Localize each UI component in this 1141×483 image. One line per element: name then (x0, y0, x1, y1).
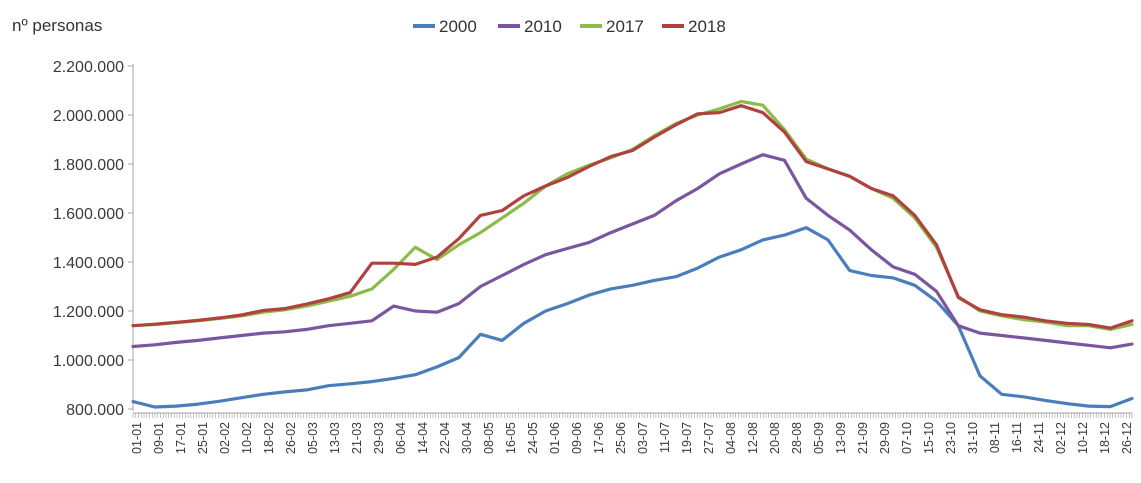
legend-item-2018: 2018 (662, 17, 726, 36)
x-tick-label: 28-08 (790, 422, 804, 454)
y-tick-label: 2.200.000 (53, 59, 124, 76)
x-tick-label: 26-02 (284, 422, 298, 454)
series-line-2010 (131, 153, 1134, 350)
legend-item-2000: 2000 (413, 17, 477, 36)
x-tick-label: 22-04 (438, 422, 452, 454)
legend-label: 2017 (606, 17, 644, 36)
x-tick-label: 26-12 (1120, 422, 1134, 454)
x-tick-label: 31-10 (966, 422, 980, 454)
x-tick-label: 24-11 (1032, 422, 1046, 453)
x-tick-label: 05-03 (306, 422, 320, 454)
legend-label: 2018 (688, 17, 726, 36)
y-tick-label: 1.800.000 (53, 157, 124, 174)
legend-label: 2010 (524, 17, 562, 36)
x-tick-label: 08-05 (482, 422, 496, 454)
x-tick-label: 02-12 (1054, 422, 1068, 454)
x-tick-label: 05-09 (812, 422, 826, 454)
x-tick-label: 12-08 (746, 422, 760, 454)
x-tick-label: 25-06 (614, 422, 628, 454)
x-tick-label: 30-04 (460, 422, 474, 454)
series-line-2017 (131, 99, 1134, 331)
x-tick-label: 19-07 (680, 422, 694, 454)
x-tick-label: 07-10 (900, 422, 914, 454)
x-tick-label: 17-06 (592, 422, 606, 454)
y-axis-title: nº personas (12, 16, 102, 35)
x-tick-label: 13-09 (834, 422, 848, 454)
x-tick-label: 18-02 (262, 422, 276, 454)
x-tick-label: 01-06 (548, 422, 562, 454)
y-tick-label: 800.000 (66, 402, 124, 419)
x-tick-label: 03-07 (636, 422, 650, 454)
x-tick-label: 27-07 (702, 422, 716, 454)
legend-label: 2000 (439, 17, 477, 36)
x-tick-label: 15-10 (922, 422, 936, 454)
x-tick-label: 02-02 (218, 422, 232, 454)
x-tick-label: 24-05 (526, 422, 540, 454)
y-tick-label: 1.600.000 (53, 206, 124, 223)
x-tick-label: 20-08 (768, 422, 782, 454)
x-tick-label: 21-03 (350, 422, 364, 454)
x-tick-label: 10-02 (240, 422, 254, 454)
x-tick-label: 25-01 (196, 422, 210, 454)
x-tick-label: 09-06 (570, 422, 584, 454)
x-tick-label: 09-01 (152, 422, 166, 454)
plot-area: 800.000 1.000.000 1.200.000 1.400.000 1.600.… (53, 59, 1134, 454)
x-tick-label: 14-04 (416, 422, 430, 454)
x-tick-label: 11-07 (658, 422, 672, 453)
x-tick-label: 13-03 (328, 422, 342, 454)
y-tick-label: 2.000.000 (53, 108, 124, 125)
x-tick-label: 18-12 (1098, 422, 1112, 454)
x-tick-label: 29-09 (878, 422, 892, 454)
x-tick-label: 08-11 (988, 422, 1002, 453)
series-line-2018 (131, 104, 1134, 330)
x-tick-label: 04-08 (724, 422, 738, 454)
legend-item-2010: 2010 (498, 17, 562, 36)
x-tick-label: 16-11 (1010, 422, 1024, 453)
x-tick-label: 06-04 (394, 422, 408, 454)
y-tick-label: 1.400.000 (53, 255, 124, 272)
legend-item-2017: 2017 (580, 17, 644, 36)
legend: 2000 2010 2017 2018 (413, 17, 726, 36)
x-tick-label: 29-03 (372, 422, 386, 454)
x-tick-label: 10-12 (1076, 422, 1090, 454)
x-tick-label: 17-01 (174, 422, 188, 454)
x-tick-label: 01-01 (130, 422, 144, 454)
y-tick-label: 1.000.000 (53, 353, 124, 370)
x-tick-label: 23-10 (944, 422, 958, 454)
series-line-2000 (131, 226, 1134, 409)
y-tick-label: 1.200.000 (53, 304, 124, 321)
x-tick-label: 21-09 (856, 422, 870, 454)
x-tick-label: 16-05 (504, 422, 518, 454)
